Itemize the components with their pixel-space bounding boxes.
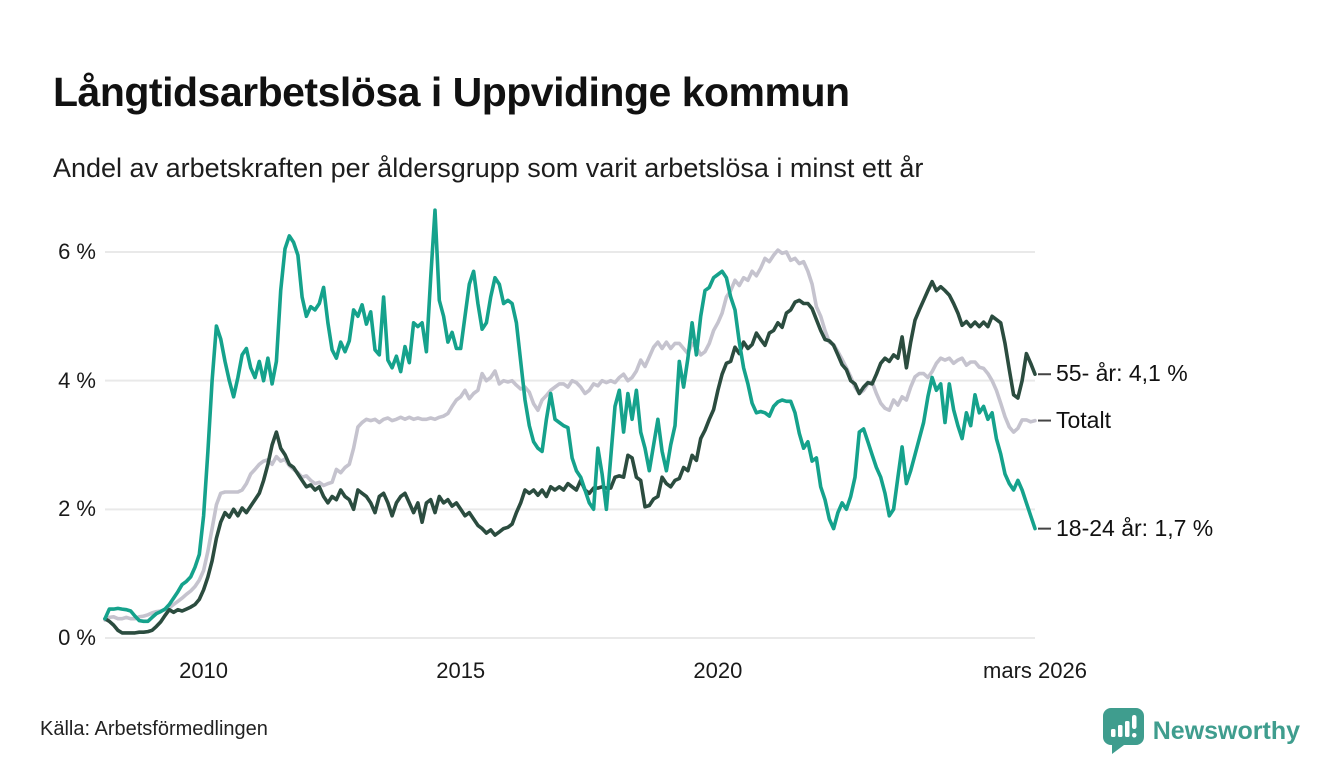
y-tick-label: 6 % <box>58 239 96 264</box>
source-note: Källa: Arbetsförmedlingen <box>40 718 268 740</box>
series-end-label: 18-24 år: 1,7 % <box>1056 514 1214 541</box>
series-end-label: 55- år: 4,1 % <box>1056 360 1188 387</box>
page-title: Långtidsarbetslösa i Uppvidinge kommun <box>53 69 850 116</box>
newsworthy-logo-icon <box>1102 708 1144 754</box>
y-tick-label: 4 % <box>58 367 96 393</box>
x-tick-label: 2010 <box>179 658 229 683</box>
chart-subtitle: Andel av arbetskraften per åldersgrupp s… <box>53 153 924 183</box>
x-tick-label: 2020 <box>693 658 743 683</box>
y-tick-label: 2 % <box>58 496 96 522</box>
series-end-label: Totalt <box>1056 406 1111 433</box>
x-tick-label: mars 2026 <box>983 658 1087 683</box>
newsworthy-logo: Newsworthy <box>1102 708 1300 754</box>
x-tick-label: 2015 <box>436 658 486 683</box>
y-tick-label: 0 % <box>58 625 96 650</box>
newsworthy-logo-text: Newsworthy <box>1152 716 1300 745</box>
